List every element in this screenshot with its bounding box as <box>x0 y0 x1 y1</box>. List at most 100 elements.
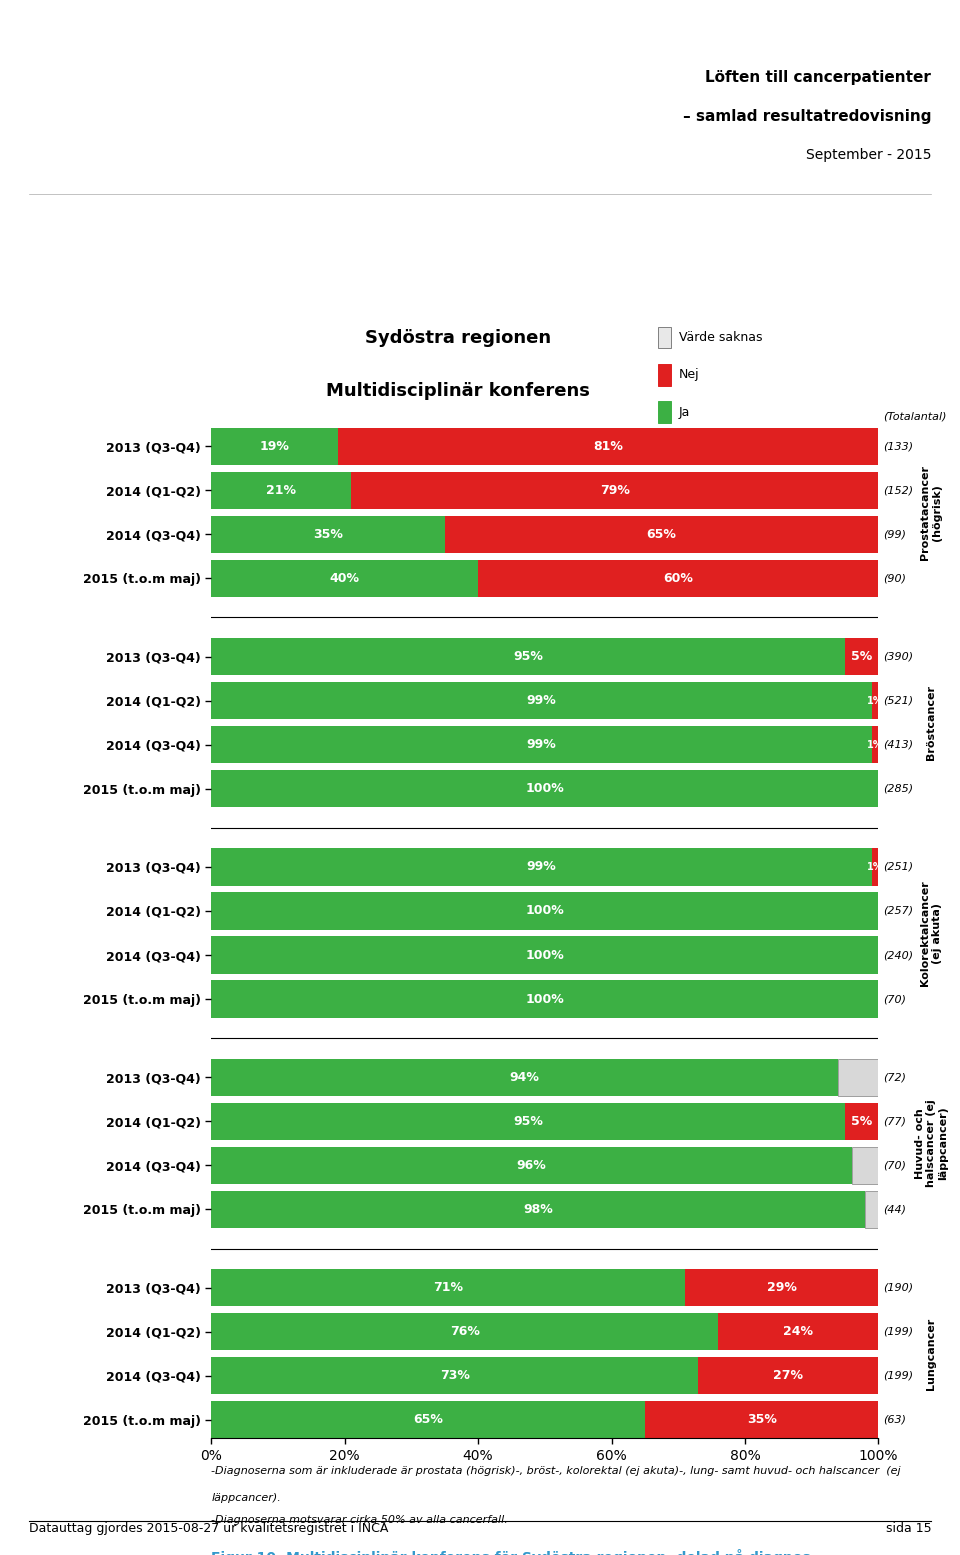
Text: 96%: 96% <box>516 1158 546 1172</box>
Text: – samlad resultatredovisning: – samlad resultatredovisning <box>683 109 931 124</box>
Text: 99%: 99% <box>527 860 557 874</box>
Text: Ja: Ja <box>679 406 690 418</box>
Text: 21%: 21% <box>266 484 297 496</box>
Text: (251): (251) <box>883 861 913 872</box>
Text: 5%: 5% <box>852 1115 873 1127</box>
Text: 94%: 94% <box>510 1071 540 1084</box>
Bar <box>211 1191 865 1228</box>
Text: 76%: 76% <box>450 1325 480 1339</box>
Text: 81%: 81% <box>593 440 623 453</box>
Bar <box>211 1059 838 1096</box>
Text: (199): (199) <box>883 1326 913 1337</box>
Text: (44): (44) <box>883 1205 906 1214</box>
Text: 100%: 100% <box>525 949 564 961</box>
Bar <box>211 428 338 465</box>
Text: (190): (190) <box>883 1283 913 1292</box>
Bar <box>845 638 878 675</box>
Text: 40%: 40% <box>329 572 360 585</box>
Text: (77): (77) <box>883 1116 906 1126</box>
Text: (257): (257) <box>883 907 913 916</box>
Text: 24%: 24% <box>783 1325 813 1339</box>
Text: 99%: 99% <box>527 739 557 751</box>
Bar <box>718 1312 878 1350</box>
Text: Multidisciplinär konferens: Multidisciplinär konferens <box>326 381 590 400</box>
Bar <box>852 1148 878 1183</box>
Text: 95%: 95% <box>514 650 543 662</box>
Text: 1%: 1% <box>867 695 883 706</box>
Bar <box>872 849 878 885</box>
Bar <box>684 1269 878 1306</box>
Text: Figur 10. Multidisciplinär konferens för Sydöstra regionen, delad på diagnos: Figur 10. Multidisciplinär konferens för… <box>211 1549 811 1555</box>
Text: Nej: Nej <box>679 369 699 381</box>
Text: (521): (521) <box>883 695 913 706</box>
Bar <box>211 1401 645 1438</box>
Bar <box>211 936 878 973</box>
Text: 29%: 29% <box>767 1281 797 1294</box>
Bar <box>211 893 878 930</box>
Bar <box>211 849 872 885</box>
Bar <box>211 1148 852 1183</box>
Bar <box>211 770 878 807</box>
Text: (285): (285) <box>883 784 913 793</box>
Text: Bröstcancer: Bröstcancer <box>926 686 936 760</box>
Bar <box>211 471 351 508</box>
Text: (240): (240) <box>883 950 913 959</box>
Text: (Totalantal): (Totalantal) <box>883 412 947 421</box>
Text: (70): (70) <box>883 994 906 1005</box>
Bar <box>338 428 878 465</box>
Text: -Diagnoserna som är inkluderade är prostata (högrisk)-, bröst-, kolorektal (ej a: -Diagnoserna som är inkluderade är prost… <box>211 1466 900 1476</box>
Bar <box>211 516 444 554</box>
Bar <box>698 1358 878 1395</box>
Text: Huvud- och
halscancer (ej
läppcancer): Huvud- och halscancer (ej läppcancer) <box>915 1099 948 1188</box>
Text: Lungcancer: Lungcancer <box>926 1317 936 1390</box>
Text: 73%: 73% <box>440 1370 469 1382</box>
Text: 5%: 5% <box>852 650 873 662</box>
Text: -Diagnoserna motsvarar cirka 50% av alla cancerfall.: -Diagnoserna motsvarar cirka 50% av alla… <box>211 1515 508 1524</box>
Text: 99%: 99% <box>527 694 557 708</box>
Bar <box>211 1312 718 1350</box>
Bar <box>211 726 872 764</box>
Bar <box>211 1269 684 1306</box>
Bar <box>211 981 878 1017</box>
Bar <box>211 1358 698 1395</box>
Text: 60%: 60% <box>663 572 693 585</box>
Text: 19%: 19% <box>259 440 290 453</box>
Text: Löften till cancerpatienter: Löften till cancerpatienter <box>706 70 931 86</box>
Text: (152): (152) <box>883 485 913 494</box>
Text: 1%: 1% <box>867 740 883 750</box>
Text: 71%: 71% <box>433 1281 463 1294</box>
Bar <box>211 638 845 675</box>
Text: (199): (199) <box>883 1372 913 1381</box>
Text: 65%: 65% <box>413 1413 443 1426</box>
Bar <box>645 1401 878 1438</box>
Text: Sydöstra regionen: Sydöstra regionen <box>365 328 551 347</box>
Text: 27%: 27% <box>774 1370 804 1382</box>
Text: Kolorektalcancer
(ej akuta): Kolorektalcancer (ej akuta) <box>921 880 942 986</box>
Text: (63): (63) <box>883 1415 906 1424</box>
Text: (99): (99) <box>883 529 906 540</box>
Text: (133): (133) <box>883 442 913 451</box>
Text: sida 15: sida 15 <box>885 1522 931 1535</box>
Text: Prostatacancer
(högrisk): Prostatacancer (högrisk) <box>921 465 942 560</box>
Bar <box>444 516 878 554</box>
Text: 35%: 35% <box>747 1413 777 1426</box>
Text: (90): (90) <box>883 574 906 583</box>
Bar <box>872 683 878 720</box>
Bar <box>211 1102 845 1140</box>
Text: Datauttag gjordes 2015-08-27 ur kvalitetsregistret i INCA: Datauttag gjordes 2015-08-27 ur kvalitet… <box>29 1522 388 1535</box>
Text: läppcancer).: läppcancer). <box>211 1493 281 1502</box>
Text: 65%: 65% <box>647 527 677 541</box>
Text: Värde saknas: Värde saknas <box>679 331 762 344</box>
Text: 79%: 79% <box>600 484 630 496</box>
Text: (390): (390) <box>883 652 913 661</box>
Bar <box>872 726 878 764</box>
Text: September - 2015: September - 2015 <box>805 148 931 162</box>
Text: 100%: 100% <box>525 905 564 917</box>
Bar <box>351 471 878 508</box>
Bar <box>478 560 878 597</box>
Text: (70): (70) <box>883 1160 906 1171</box>
Text: (72): (72) <box>883 1073 906 1082</box>
Text: (413): (413) <box>883 740 913 750</box>
Text: 35%: 35% <box>313 527 343 541</box>
Bar <box>211 683 872 720</box>
